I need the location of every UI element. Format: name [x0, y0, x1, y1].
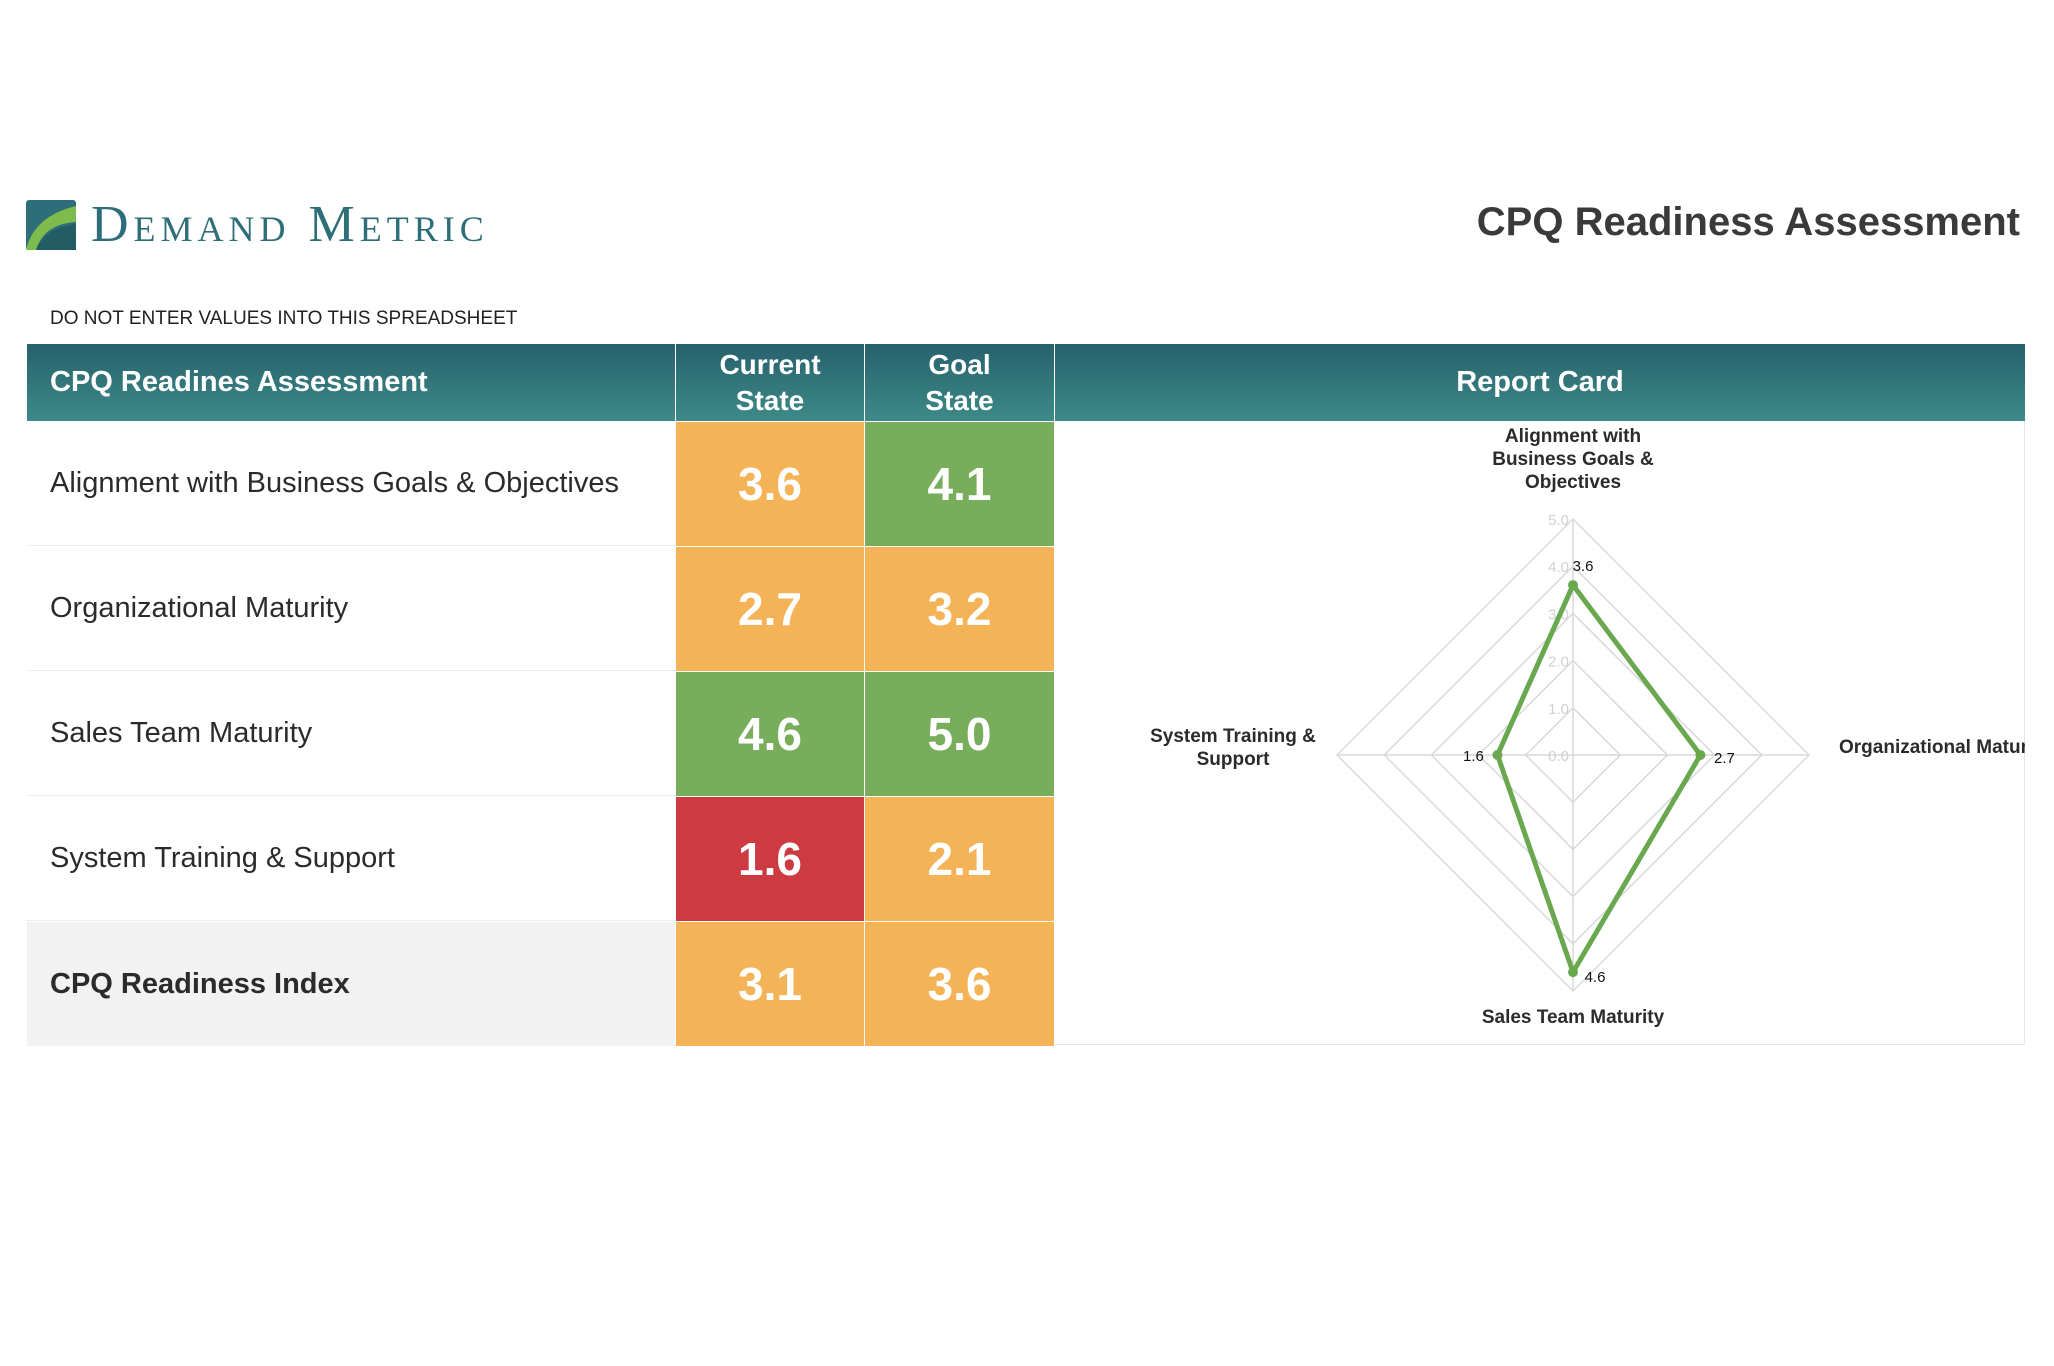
current-score-readiness-index: 3.1 — [676, 922, 864, 1046]
radar-axis-label: Business Goals & — [1492, 449, 1654, 470]
goal-score-sales-team-maturity: 5.0 — [865, 672, 1054, 796]
radar-tick-label: 1.0 — [1548, 701, 1569, 718]
radar-axis-label: Objectives — [1525, 472, 1621, 493]
radar-chart: 0.01.02.03.04.05.03.62.74.61.6Alignment … — [1150, 426, 2050, 1028]
goal-state-header-line2: State — [925, 384, 994, 416]
goal-score-organizational-maturity: 3.2 — [865, 547, 1054, 671]
radar-series-line — [1494, 580, 1704, 979]
page-title: CPQ Readiness Assessment — [1476, 200, 2020, 244]
radar-axis-label: Alignment with — [1505, 426, 1641, 447]
row-label-system-training-support: System Training & Support — [27, 797, 675, 921]
assessment-grid: CPQ Readines Assessment Current State Goa… — [27, 344, 2051, 1046]
current-score-alignment: 3.6 — [676, 422, 864, 546]
radar-axis-label: System Training & — [1150, 726, 1316, 747]
goal-score-readiness-index: 3.6 — [865, 922, 1054, 1046]
radar-tick-label: 4.0 — [1548, 559, 1569, 576]
current-state-header-line2: State — [735, 384, 805, 416]
assessment-column-header: CPQ Readines Assessment — [27, 344, 675, 421]
row-label-organizational-maturity: Organizational Maturity — [27, 547, 675, 671]
radar-data-label: 2.7 — [1714, 750, 1735, 767]
demand-metric-logo-icon — [26, 200, 76, 250]
goal-score-alignment: 4.1 — [865, 422, 1054, 546]
brand-name: Demand Metric — [91, 196, 489, 253]
current-score-sales-team-maturity: 4.6 — [676, 672, 864, 796]
report-card-header: Report Card — [1055, 344, 2025, 421]
current-state-column-header: Current State — [676, 344, 864, 421]
goal-state-header-line1: Goal — [928, 348, 991, 380]
radar-axis-label: Support — [1197, 749, 1270, 770]
row-label-readiness-index: CPQ Readiness Index — [27, 922, 675, 1046]
row-label-alignment: Alignment with Business Goals & Objectiv… — [27, 422, 675, 546]
radar-data-point — [1492, 750, 1503, 760]
radar-data-label: 1.6 — [1463, 748, 1484, 765]
radar-data-label: 4.6 — [1585, 969, 1606, 986]
goal-score-system-training-support: 2.1 — [865, 797, 1054, 921]
radar-tick-label: 5.0 — [1548, 512, 1569, 529]
radar-data-point — [1695, 750, 1706, 760]
radar-tick-label: 0.0 — [1548, 748, 1569, 765]
current-state-header-line1: Current — [719, 348, 821, 380]
report-card-chart-area: 0.0 1.0 2.0 3.0 4.0 5.0 3.6 2.7 4.6 1.6 Alignment … — [1055, 422, 2050, 1045]
radar-axis-label: Sales Team Maturity — [1482, 1007, 1665, 1028]
current-score-organizational-maturity: 2.7 — [676, 547, 864, 671]
current-score-system-training-support: 1.6 — [676, 797, 864, 921]
brand-logo: Demand Metric — [26, 197, 489, 253]
goal-state-column-header: Goal State — [865, 344, 1054, 421]
row-label-sales-team-maturity: Sales Team Maturity — [27, 672, 675, 796]
radar-data-label: 3.6 — [1573, 558, 1594, 575]
radar-data-point — [1568, 967, 1578, 978]
radar-tick-label: 2.0 — [1548, 654, 1569, 671]
radar-axis-label: Organizational Maturity — [1839, 737, 2025, 758]
do-not-enter-notice: DO NOT ENTER VALUES INTO THIS SPREADSHEE… — [50, 308, 518, 329]
radar-data-point — [1568, 580, 1578, 591]
